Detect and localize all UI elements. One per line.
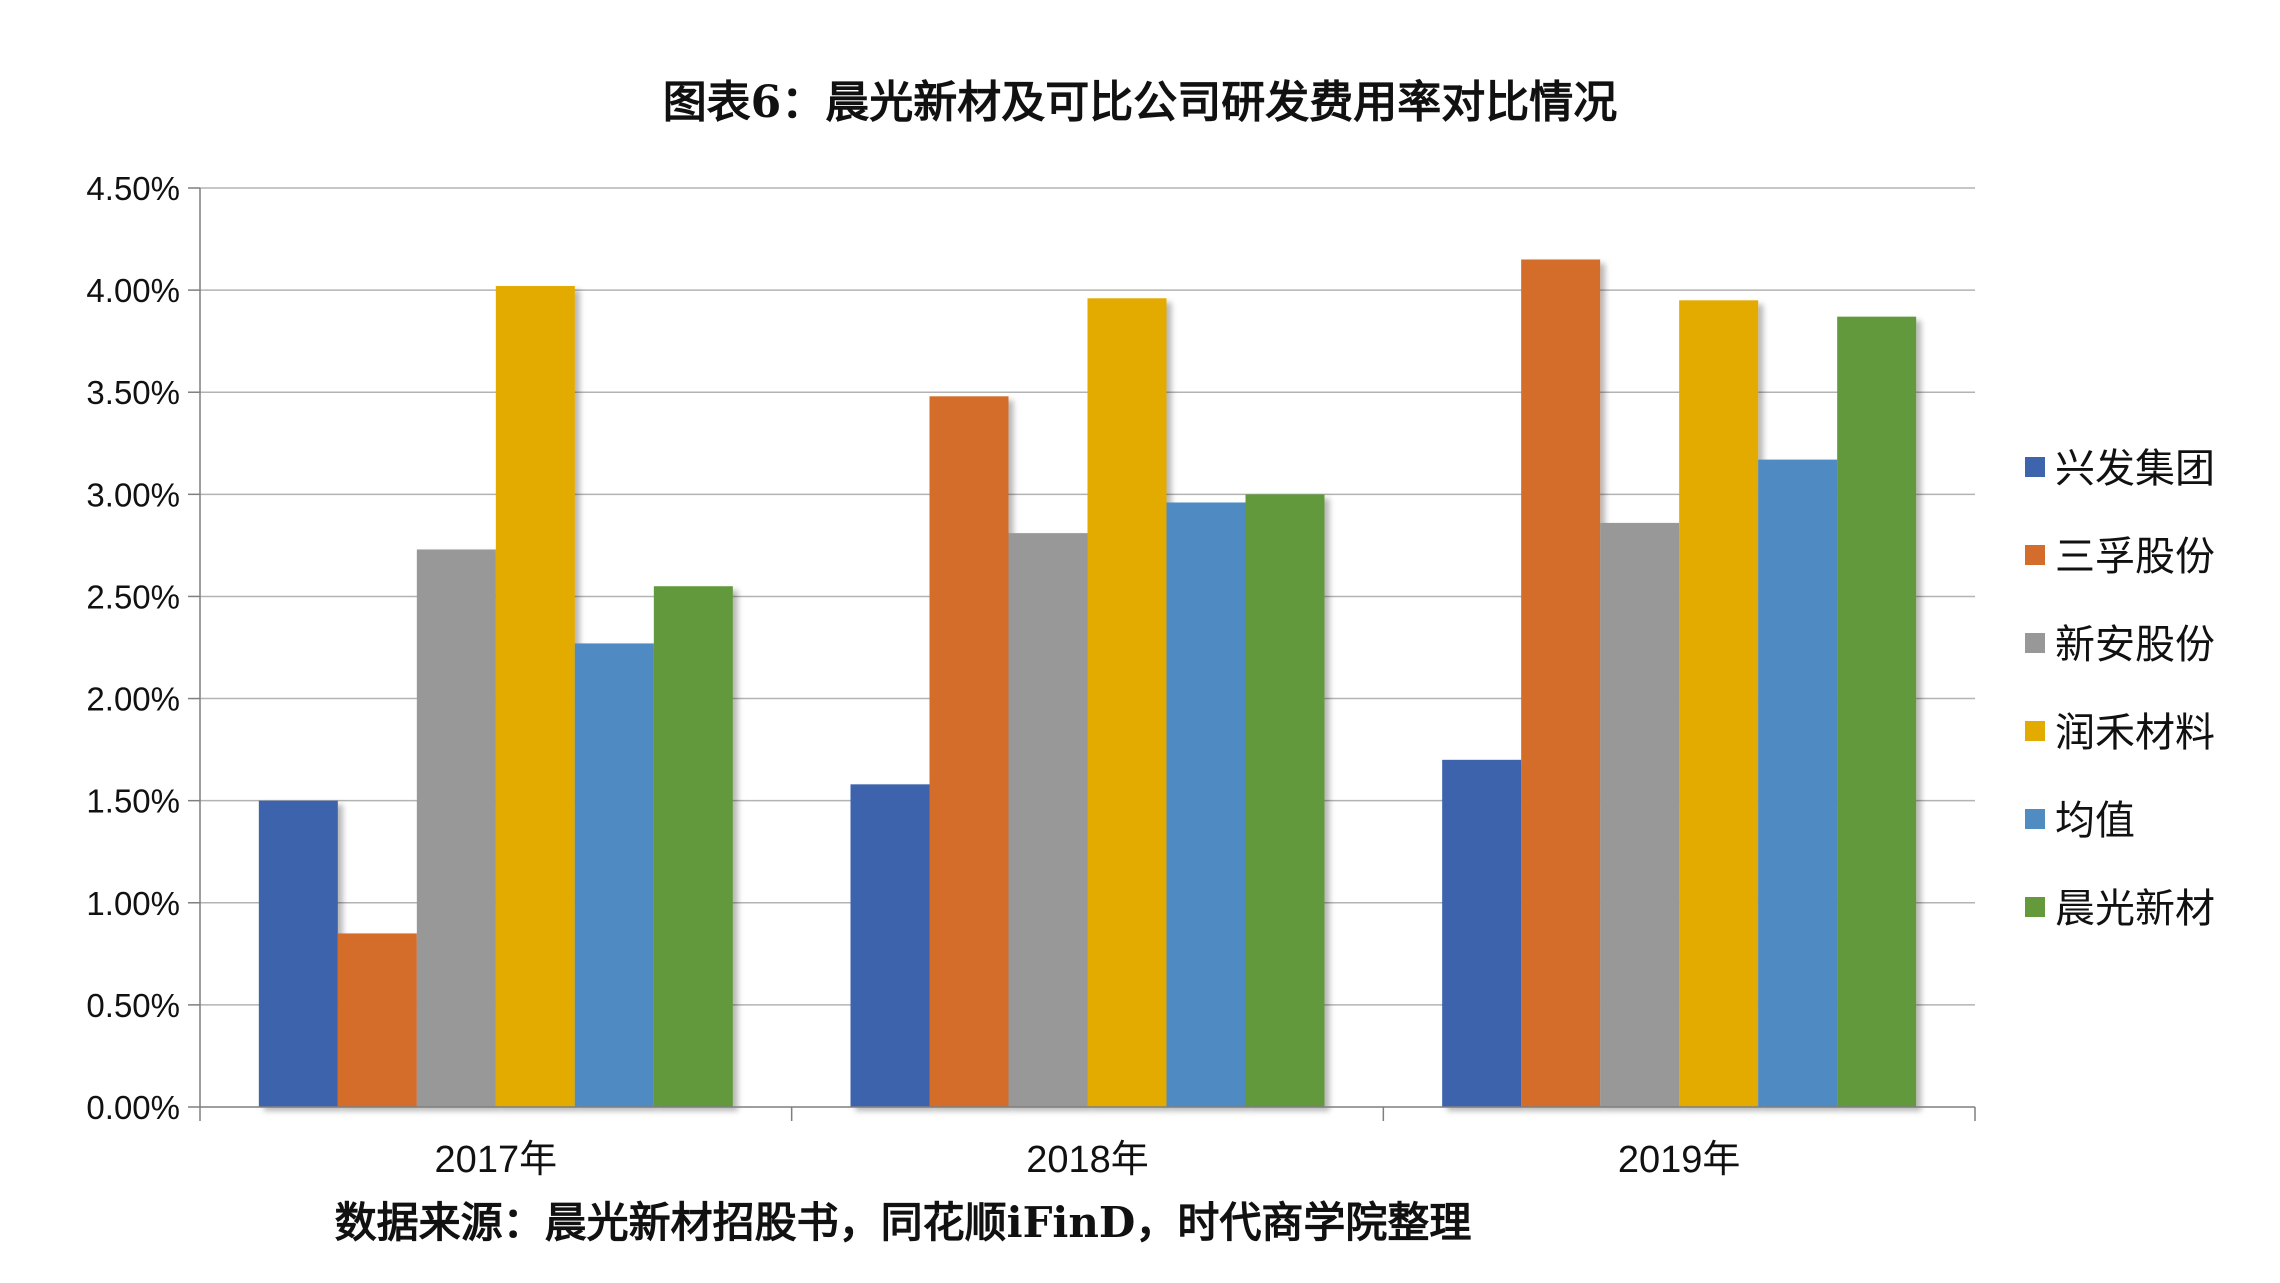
- bar-5-3: [1758, 459, 1838, 1107]
- bar-2-3: [1521, 259, 1601, 1107]
- bar-3-2: [1008, 533, 1088, 1107]
- source-note: 数据来源：晨光新材招股书，同花顺iFinD，时代商学院整理: [335, 1198, 1472, 1247]
- y-tick-label: 2.00%: [86, 681, 180, 718]
- bar-5-1: [574, 643, 654, 1107]
- legend-label: 新安股份: [2055, 622, 2215, 668]
- legend-label: 晨光新材: [2055, 886, 2215, 932]
- bar-6-1: [653, 586, 733, 1107]
- legend-swatch: [2025, 633, 2045, 653]
- bar-2-2: [929, 396, 1009, 1108]
- x-tick-label: 2018年: [1026, 1139, 1149, 1181]
- y-tick-label: 4.00%: [86, 272, 180, 309]
- bar-4-3: [1679, 300, 1759, 1107]
- legend-label: 均值: [2055, 798, 2135, 844]
- legend-swatch: [2025, 545, 2045, 565]
- bar-3-3: [1600, 522, 1680, 1107]
- bar-4-2: [1087, 298, 1167, 1107]
- legend-swatch: [2025, 809, 2045, 829]
- y-tick-label: 0.50%: [86, 987, 180, 1024]
- y-tick-label: 3.00%: [86, 476, 180, 513]
- y-tick-label: 2.50%: [86, 578, 180, 615]
- x-tick-label: 2017年: [435, 1139, 558, 1181]
- bar-4-1: [495, 286, 575, 1107]
- y-axis: 0.00% 0.50% 1.00% 1.50% 2.00% 2.50% 3.00% 3.50%…: [86, 170, 201, 1126]
- chart-title: 图表6：晨光新材及可比公司研发费用率对比情况: [663, 77, 1618, 128]
- x-tick-label: 2019年: [1618, 1139, 1741, 1181]
- bar-5-2: [1166, 502, 1246, 1108]
- legend-label: 润禾材料: [2055, 710, 2215, 756]
- bar-3-1: [416, 549, 496, 1107]
- y-tick-label: 3.50%: [86, 374, 180, 411]
- y-tick-label: 4.50%: [86, 170, 180, 207]
- legend-label: 三孚股份: [2055, 534, 2215, 580]
- legend-swatch: [2025, 721, 2045, 741]
- x-axis: 2017年 2018年 2019年: [199, 1106, 1976, 1181]
- y-tick-label: 1.00%: [86, 885, 180, 922]
- bar-6-2: [1245, 494, 1325, 1107]
- bar-1-2: [850, 784, 930, 1107]
- bar-1-1: [258, 800, 338, 1107]
- bar-2-1: [337, 933, 417, 1107]
- bar-1-3: [1442, 759, 1522, 1107]
- y-tick-label: 0.00%: [86, 1089, 180, 1126]
- bars: [258, 259, 1917, 1108]
- legend-swatch: [2025, 457, 2045, 477]
- bar-6-3: [1837, 316, 1917, 1107]
- y-tick-label: 1.50%: [86, 783, 180, 820]
- legend-label: 兴发集团: [2055, 446, 2215, 492]
- legend-swatch: [2025, 897, 2045, 917]
